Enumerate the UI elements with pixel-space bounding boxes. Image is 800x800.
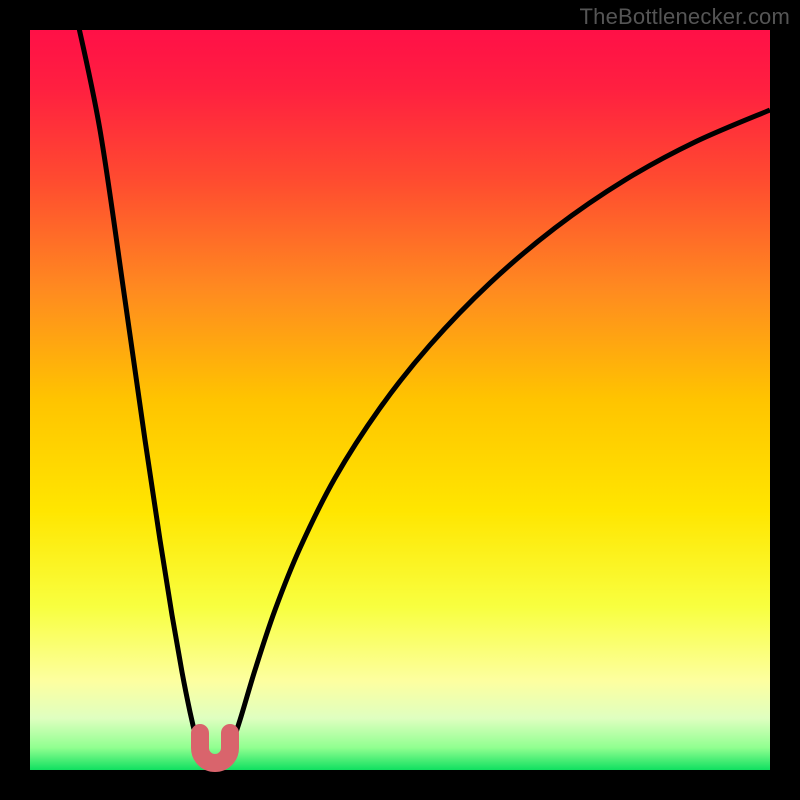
bottleneck-chart: [0, 0, 800, 800]
watermark-text: TheBottlenecker.com: [580, 4, 790, 30]
chart-container: TheBottlenecker.com: [0, 0, 800, 800]
